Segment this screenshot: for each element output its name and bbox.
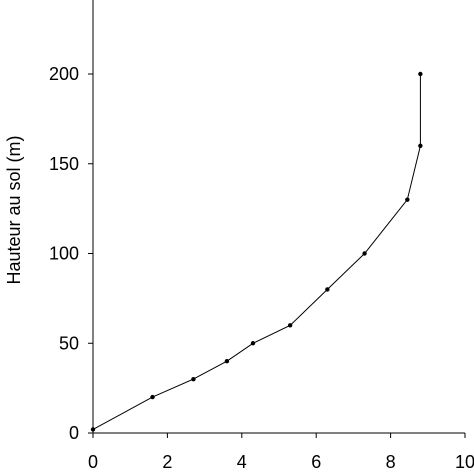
data-point [250,341,256,346]
x-tick-label: 0 [88,452,98,472]
data-point [418,143,423,148]
x-tick-label: 4 [237,452,247,472]
x-tick-label: 2 [162,452,172,472]
y-tick-label: 0 [69,423,79,443]
series-line [92,74,421,430]
axes [92,0,465,434]
data-point [150,394,155,400]
x-tick-label: 8 [386,452,396,472]
data-point [224,359,230,364]
y-tick-label: 200 [49,64,79,84]
data-point [287,323,293,328]
data-point [90,427,96,432]
y-tick-label: 150 [49,154,79,174]
data-point [325,287,330,292]
y-axis-title: Hauteur au sol (m) [4,135,24,284]
series-layer [90,71,423,432]
x-tick-label: 6 [311,452,321,472]
data-point [362,251,367,256]
y-tick-label: 50 [59,333,79,353]
data-point [418,71,423,77]
x-tick-label: 10 [455,452,474,472]
data-point [405,197,410,202]
data-point [191,376,196,382]
y-tick-label: 100 [49,244,79,264]
